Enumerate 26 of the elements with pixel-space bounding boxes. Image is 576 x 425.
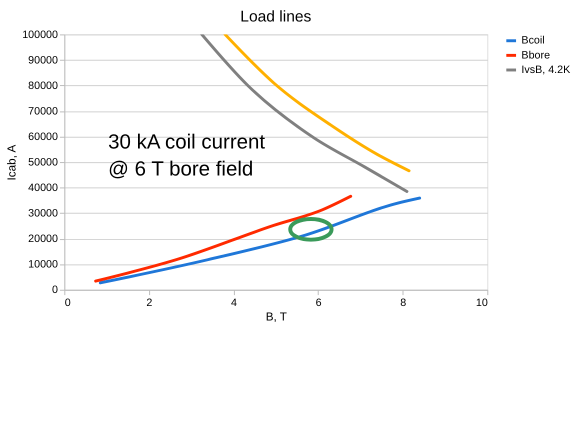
y-tick-label: 50000 [28,156,58,168]
line-series [94,194,352,283]
y-tick-label: 70000 [28,105,58,118]
y-tick-label: 0 [52,284,58,296]
y-tick-label: 30000 [28,208,58,220]
legend-label: Bbore [521,49,550,62]
line-series [98,196,422,284]
chart-title: Load lines [240,8,312,26]
y-tick-label: 20000 [28,233,58,246]
x-tick-label: 4 [231,296,238,309]
x-tick-label: 6 [316,296,322,309]
y-tick-label: 60000 [28,130,58,143]
annotation: 30 kA coil current @ 6 T bore field [108,130,266,181]
y-tick-label: 90000 [28,54,58,66]
x-axis-title: B, T [266,310,287,324]
y-tick-label: 10000 [28,258,58,271]
x-tick-label: 2 [146,296,152,309]
x-tick-label: 0 [64,296,71,309]
y-tick-label: 40000 [28,182,58,194]
x-tick-label: 8 [400,296,406,309]
x-tick-label: 10 [476,296,488,309]
y-tick-label: 100000 [22,28,58,41]
y-tick-label: 80000 [28,80,58,92]
legend-label: Bcoil [521,34,545,47]
y-axis-title: Icab, A [5,144,18,180]
legend-label: IvsB, 4.2K [521,64,572,76]
